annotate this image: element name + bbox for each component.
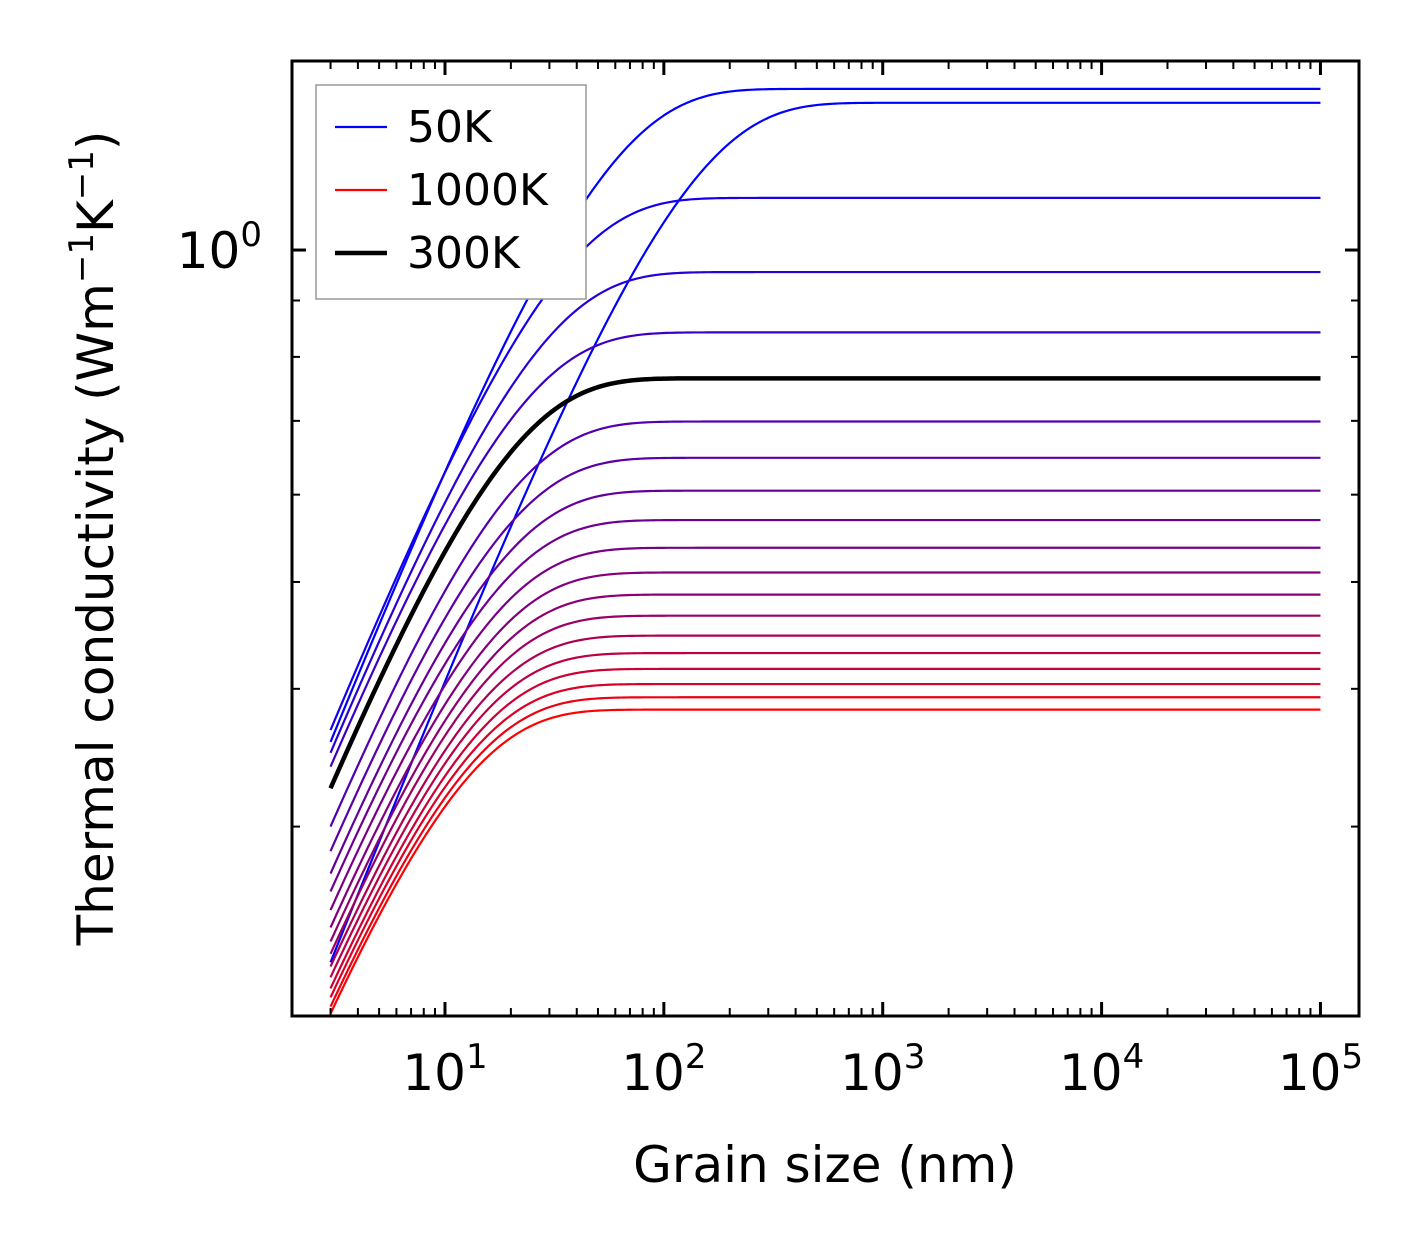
series-line-700K	[329, 614, 1321, 955]
series-line-1000K	[329, 708, 1321, 1015]
x-tick-label-10: 101	[402, 1037, 487, 1102]
x-tick-label-10000: 104	[1059, 1037, 1144, 1102]
series-line-100K	[329, 87, 1321, 743]
labels-layer: 101 102 103 104 105 100	[177, 215, 1363, 1102]
series-line-750K	[329, 634, 1321, 967]
series-line-950K	[329, 696, 1321, 1008]
x-tick-label-100000: 105	[1278, 1037, 1363, 1102]
series-layer	[328, 87, 1321, 1015]
y-axis-label-close: )	[67, 131, 125, 151]
series-line-450K	[329, 489, 1321, 874]
y-axis-label-main: Thermal conductivity (Wm	[67, 283, 125, 946]
series-line-550K	[329, 546, 1321, 911]
y-axis-label-sup-1: −1	[62, 233, 102, 283]
series-line-200K	[329, 270, 1321, 754]
y-axis-label-unit-k: K	[67, 199, 125, 233]
series-line-800K	[329, 651, 1321, 978]
legend-label-1000K: 1000K	[407, 165, 549, 216]
series-line-300K	[328, 376, 1321, 790]
legend-label-50K: 50K	[407, 102, 493, 153]
series-line-600K	[329, 571, 1321, 928]
plot-frame	[290, 59, 1361, 1018]
y-tick-label-1: 100	[177, 215, 262, 280]
series-line-350K	[329, 420, 1321, 828]
x-axis-label: Grain size (nm)	[633, 1136, 1017, 1194]
x-tick-label-100: 102	[621, 1037, 706, 1102]
y-axis-label: Thermal conductivity (Wm−1K−1)	[62, 131, 125, 947]
series-line-500K	[329, 518, 1321, 892]
x-tick-label-1000: 103	[840, 1037, 925, 1102]
series-line-250K	[329, 331, 1321, 768]
series-line-400K	[329, 456, 1321, 852]
series-line-900K	[329, 682, 1321, 998]
y-axis-label-sup-2: −1	[62, 150, 102, 200]
legend-label-300K: 300K	[407, 228, 521, 279]
series-line-50K	[329, 101, 1321, 963]
legend: 50K 1000K 300K	[315, 84, 587, 300]
series-line-150K	[329, 196, 1321, 731]
series-line-850K	[329, 667, 1321, 989]
series-line-650K	[329, 593, 1321, 942]
legend-box	[315, 84, 587, 300]
